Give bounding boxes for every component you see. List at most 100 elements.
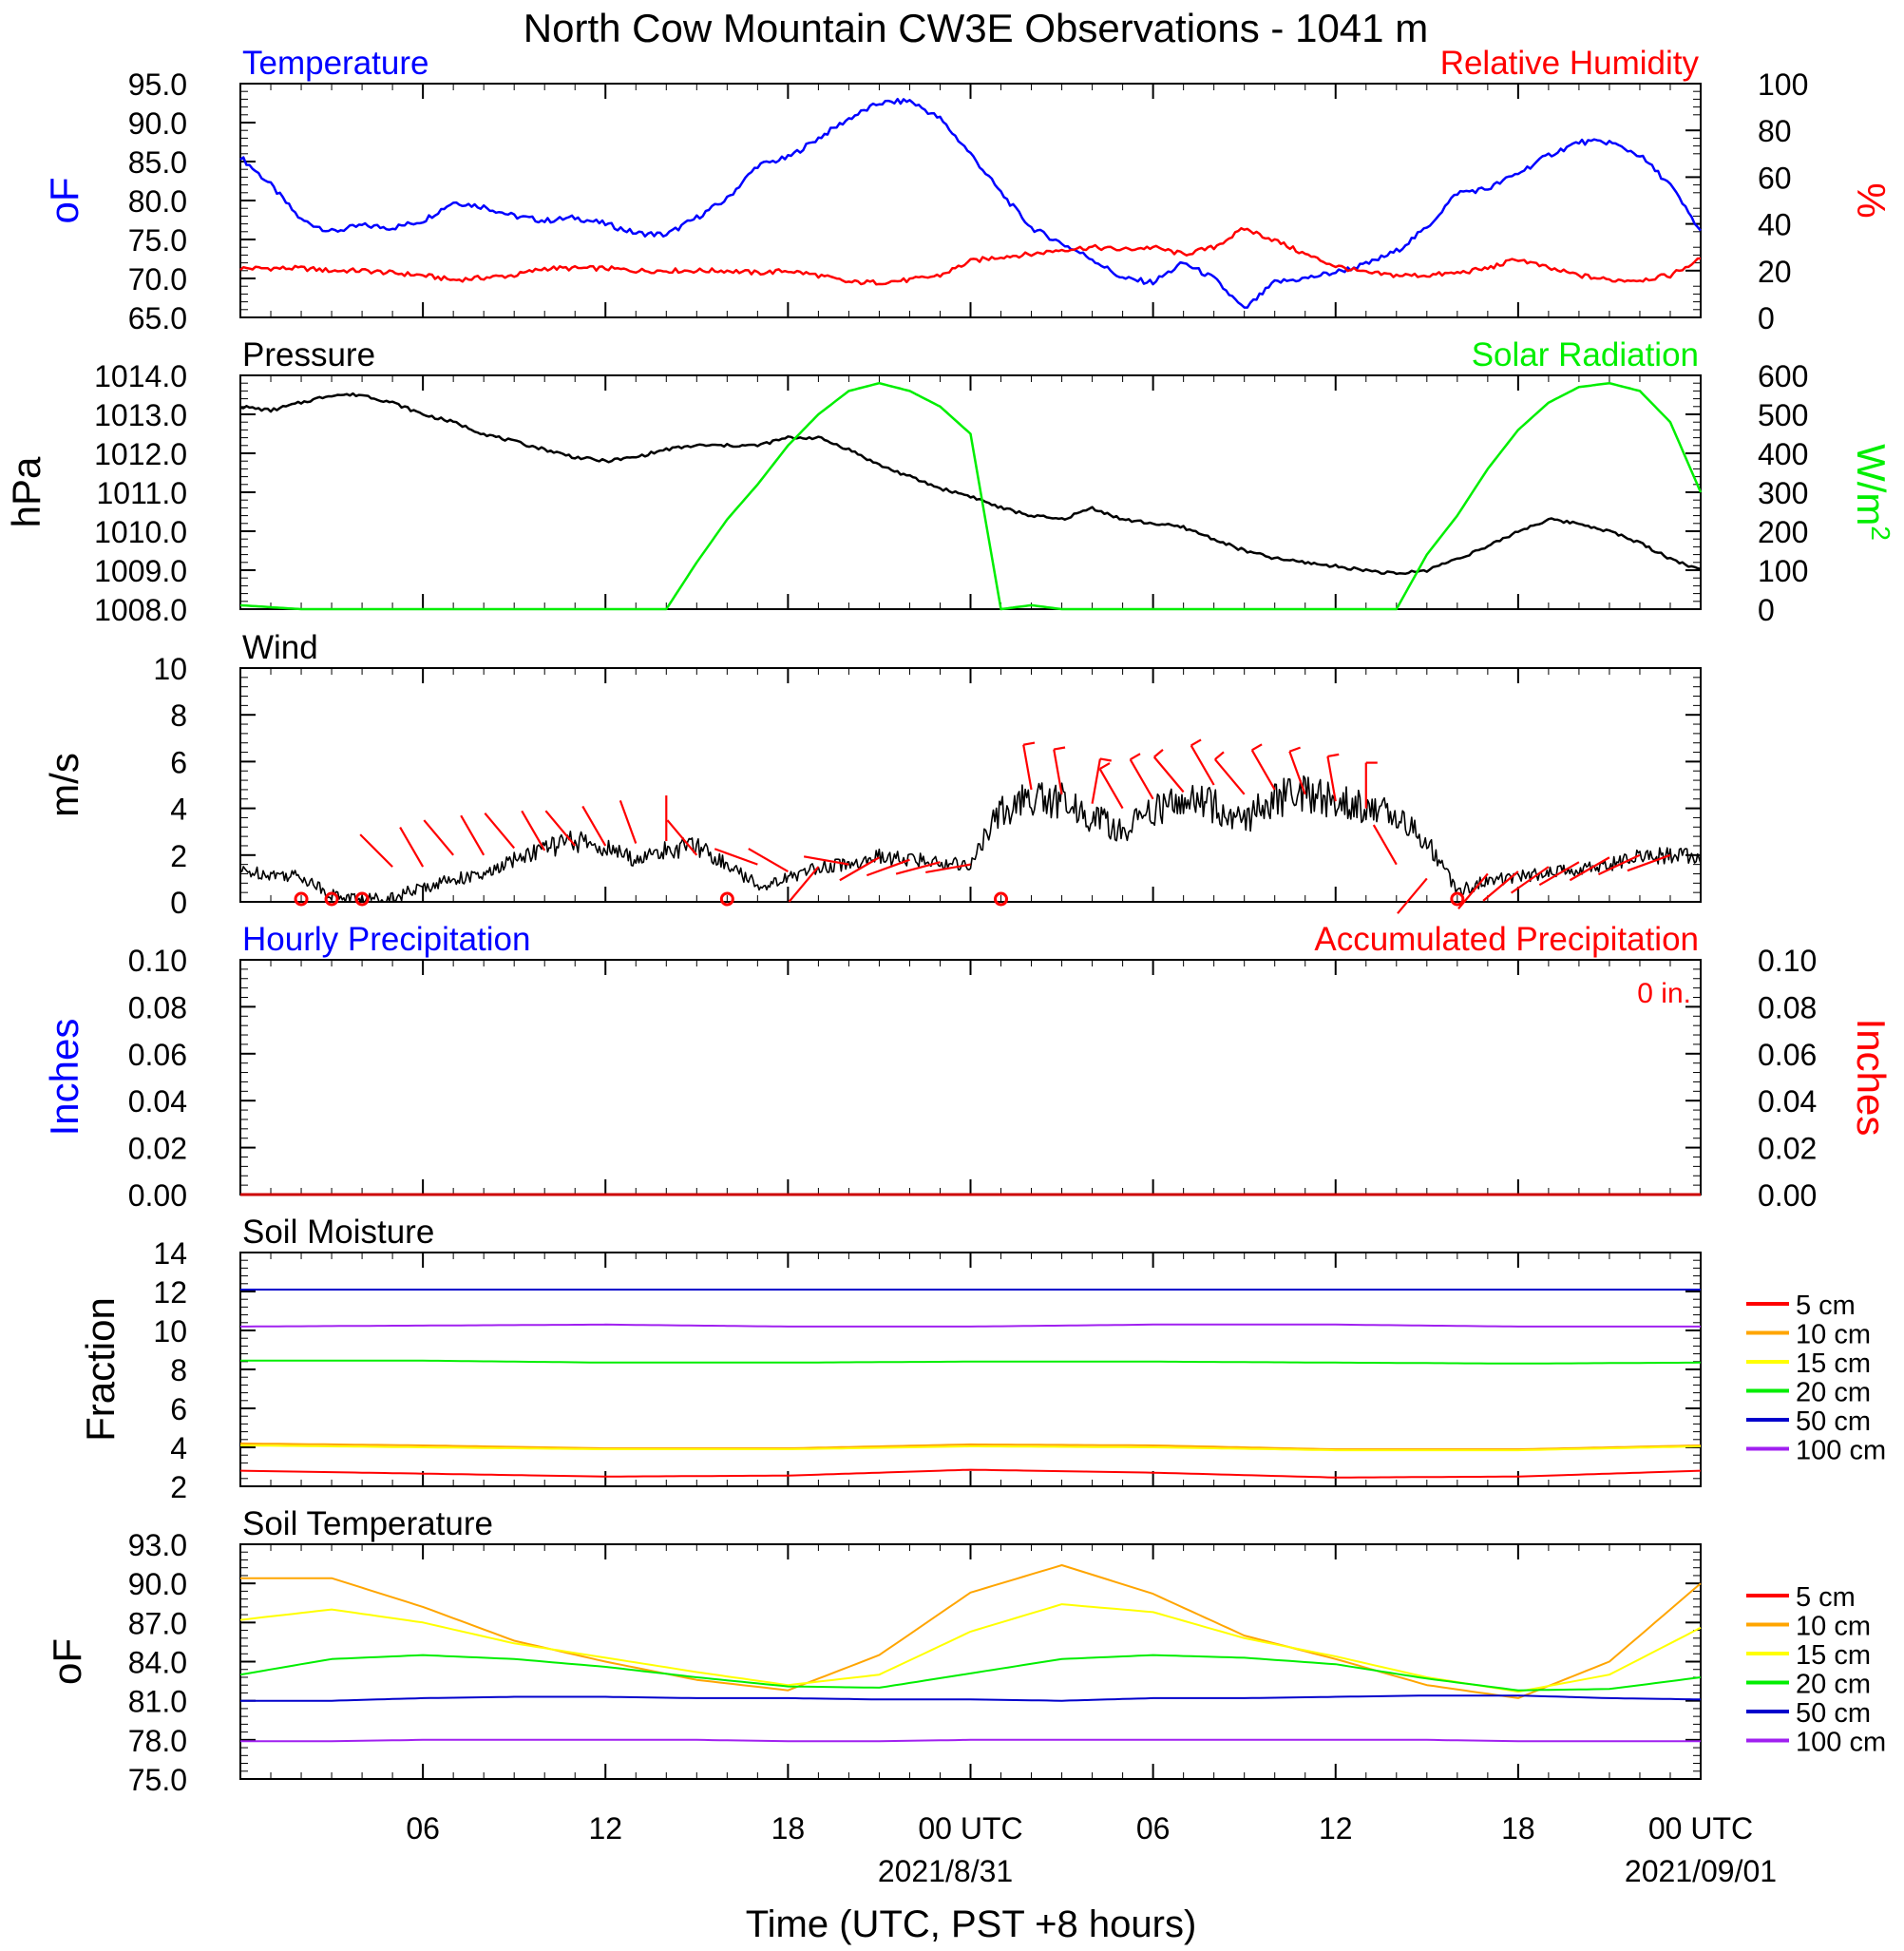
y-tick-label-left: 1012.0 [94,437,187,471]
wind-barb [1538,861,1580,887]
y-tick-label-right: 60 [1758,161,1792,195]
panel-left-title: Wind [242,629,318,666]
wind-barb-flag [1288,746,1301,753]
wind-barb [925,863,971,874]
y-tick-label-right: 0 [1758,301,1775,335]
y-tick-label-right: 80 [1758,114,1792,148]
legend-label: 15 cm [1796,1348,1871,1379]
wind-barb [359,833,393,868]
series-line [240,1359,1702,1365]
x-tick-label: 06 [1136,1811,1171,1846]
legend-label: 10 cm [1796,1320,1871,1350]
wind-barb-flag [1054,746,1066,751]
precipitation-panel: 0.10 0.08 0.06 0.04 0.02 0.00 0.10 0.08 0.06 0.04… [42,921,1894,1213]
calm-wind-marker [719,891,734,907]
wind-barb-flag [1153,749,1164,758]
y-tick-label-left: 93.0 [128,1528,187,1562]
wind-barb [1213,758,1246,795]
panel-right-title: Solar Radiation [1472,336,1699,373]
y-tick-label-right: 0.00 [1758,1178,1817,1213]
wind-barb [1091,758,1102,804]
x-axis-label: Time (UTC, PST +8 hours) [746,1903,1197,1945]
y-tick-label-right: 400 [1758,437,1808,471]
series-line [239,1468,1702,1479]
wind-barb [1397,877,1428,914]
calm-wind-marker [354,891,370,907]
wind-barb [895,861,941,875]
y-tick-label-left: 1010.0 [94,515,187,549]
wind-panel: 10 8 6 4 2 0 Wind m/s [42,629,1702,920]
wind-barb [1372,824,1398,866]
series-line [240,1694,1702,1702]
wind-barb [1288,751,1306,795]
y-tick-label-left: 0.10 [128,944,187,978]
y-tick-label-left: 8 [170,698,187,733]
y-tick-label-left: 81.0 [128,1685,187,1719]
time-axis: 06 12 18 00 UTC 06 12 18 00 UTC [406,1811,1753,1846]
wind-barb [1250,749,1276,791]
calm-wind-marker [1450,891,1465,907]
y-tick-label-right: 20 [1758,255,1792,289]
wind-barb [1510,866,1550,894]
y-tick-label-right: 100 [1758,554,1808,588]
wind-barb [1597,853,1641,876]
y-tick-label-left: 85.0 [128,145,187,180]
x-tick-label: 12 [1319,1811,1353,1846]
legend-label: 20 cm [1796,1378,1871,1408]
wind-barb [544,810,577,847]
x-date-2: 2021/09/01 [1625,1854,1777,1888]
wind-barb [581,805,607,847]
y-tick-label-right: 0.06 [1758,1038,1817,1072]
panel-frame [239,959,1702,1195]
wind-barb-flag [1130,753,1141,761]
wind-barb-flag [1023,741,1036,746]
y-tick-label-right: 0.10 [1758,944,1817,978]
wind-barb [1627,853,1671,872]
panel-frame [239,374,1702,610]
panel-left-title: Soil Temperature [242,1505,493,1542]
wind-barb-flag [1214,751,1225,760]
y-tick-label-left: 78.0 [128,1724,187,1758]
x-tick-label: 12 [588,1811,622,1846]
wind-barb [1053,749,1063,795]
y-tick-label-right: 0.08 [1758,990,1817,1024]
series-line [239,226,1702,286]
y-tick-label-left: 70.0 [128,262,187,296]
y-tick-label-left: 4 [170,1431,187,1465]
calm-wind-marker [994,891,1009,907]
y-tick-label-left: 1013.0 [94,398,187,432]
y-tick-label-left: 14 [153,1236,187,1271]
y-tick-label-left: 1014.0 [94,359,187,393]
y-tick-label-right: 0 [1758,593,1775,627]
wind-barb-flag [1099,757,1112,762]
y-tick-label-left: 12 [153,1275,187,1310]
legend-label: 50 cm [1796,1406,1871,1437]
wind-barb [788,866,820,903]
y-tick-label-left: 10 [153,652,187,686]
y-tick-label-left: 0.06 [128,1038,187,1072]
y-tick-label-right: 600 [1758,359,1808,393]
y-axis-label-left: m/s [42,753,86,817]
calm-wind-marker [294,891,309,907]
panel-left-title: Temperature [242,45,428,82]
wind-barb [521,810,546,851]
accumulated-total: 0 in. [1637,978,1691,1009]
wind-barb [1190,744,1215,786]
y-tick-label-left: 6 [170,1392,187,1426]
wind-barb [423,819,454,856]
wind-barb-flag [1251,743,1263,752]
pressure-solar-panel: 1014.0 1013.0 1012.0 1011.0 1010.0 1009.0 1008… [4,336,1896,627]
wind-barb-flag [1327,753,1340,758]
series-line [239,1654,1702,1692]
y-axis-label-left: hPa [4,456,48,527]
panel-left-title: Soil Moisture [242,1214,434,1251]
y-tick-label-left: 8 [170,1353,187,1387]
y-tick-label-left: 0.08 [128,990,187,1024]
wind-barb [803,855,849,866]
panel-left-title: Pressure [242,336,375,373]
y-tick-label-left: 0.04 [128,1084,187,1119]
wind-barb [1022,744,1033,791]
y-axis-label-right: W/m2 [1849,444,1896,541]
